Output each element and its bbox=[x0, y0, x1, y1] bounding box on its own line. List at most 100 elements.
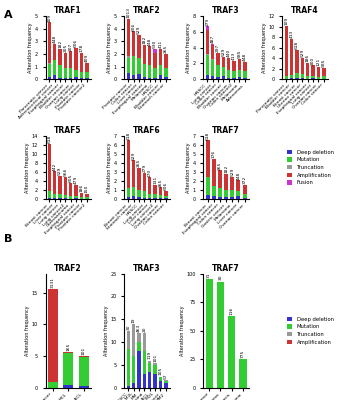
Bar bbox=[137, 197, 141, 199]
Bar bbox=[63, 385, 73, 388]
Text: B: B bbox=[4, 234, 12, 244]
Bar bbox=[58, 198, 62, 199]
Text: 529: 529 bbox=[221, 48, 225, 56]
Bar bbox=[153, 363, 157, 365]
Text: 487: 487 bbox=[211, 35, 215, 43]
Text: 165: 165 bbox=[66, 342, 70, 351]
Text: 529: 529 bbox=[230, 168, 234, 176]
Text: 529: 529 bbox=[132, 151, 136, 160]
Bar bbox=[159, 198, 162, 199]
Bar bbox=[53, 198, 56, 199]
Bar bbox=[317, 76, 320, 79]
Bar bbox=[64, 195, 67, 198]
Bar bbox=[242, 194, 246, 198]
Bar bbox=[317, 67, 320, 76]
Bar bbox=[69, 78, 72, 79]
Text: 530: 530 bbox=[153, 40, 157, 48]
Bar bbox=[85, 197, 88, 199]
Text: 265: 265 bbox=[137, 158, 141, 167]
Bar bbox=[236, 180, 240, 191]
Bar bbox=[232, 61, 236, 71]
Bar bbox=[216, 77, 220, 79]
Bar bbox=[63, 353, 73, 385]
Bar bbox=[85, 72, 88, 78]
Title: TRAF4: TRAF4 bbox=[291, 6, 319, 15]
Bar bbox=[206, 195, 210, 199]
Bar bbox=[211, 60, 214, 76]
Text: 606: 606 bbox=[164, 182, 168, 190]
Text: A: A bbox=[4, 10, 12, 20]
Bar bbox=[48, 63, 51, 64]
Bar bbox=[143, 45, 146, 64]
Bar bbox=[211, 44, 214, 45]
Bar bbox=[148, 194, 151, 198]
Y-axis label: Alteration frequency: Alteration frequency bbox=[25, 306, 30, 356]
Bar bbox=[212, 158, 216, 186]
Title: TRAF3: TRAF3 bbox=[212, 6, 240, 15]
Text: 119: 119 bbox=[148, 351, 152, 359]
Bar bbox=[285, 76, 288, 79]
Bar bbox=[143, 374, 146, 388]
Bar bbox=[137, 168, 141, 190]
Bar bbox=[216, 53, 220, 65]
Bar bbox=[48, 64, 51, 77]
Bar bbox=[48, 77, 51, 79]
Bar bbox=[74, 77, 78, 79]
Bar bbox=[228, 316, 235, 388]
Bar bbox=[64, 176, 67, 195]
Bar bbox=[48, 382, 58, 388]
Text: 182: 182 bbox=[142, 36, 146, 44]
Text: 30: 30 bbox=[126, 324, 130, 330]
Text: 109: 109 bbox=[284, 17, 288, 25]
Bar bbox=[218, 197, 222, 199]
Bar bbox=[79, 356, 88, 358]
Text: 585: 585 bbox=[237, 50, 241, 58]
Bar bbox=[127, 386, 130, 388]
Bar bbox=[295, 78, 299, 79]
Text: 618: 618 bbox=[206, 132, 210, 140]
Bar bbox=[127, 73, 130, 79]
Bar bbox=[79, 358, 88, 386]
Text: 529: 529 bbox=[58, 167, 62, 175]
Text: 57: 57 bbox=[164, 374, 168, 379]
Text: 182: 182 bbox=[224, 165, 228, 173]
Text: 105: 105 bbox=[158, 367, 162, 376]
Legend: Deep deletion, Mutation, Truncation, Amplification, Fusion: Deep deletion, Mutation, Truncation, Amp… bbox=[285, 148, 336, 188]
Y-axis label: Alteration frequency: Alteration frequency bbox=[25, 142, 30, 193]
Title: TRAF1: TRAF1 bbox=[54, 6, 82, 15]
Bar bbox=[64, 68, 67, 78]
Bar bbox=[132, 160, 135, 188]
Bar bbox=[218, 170, 222, 188]
Bar bbox=[148, 363, 151, 372]
Bar bbox=[159, 195, 162, 198]
Text: 265: 265 bbox=[158, 178, 162, 187]
Bar bbox=[148, 360, 151, 363]
Bar bbox=[69, 196, 72, 199]
Title: TRAF6: TRAF6 bbox=[133, 126, 161, 135]
Bar bbox=[290, 39, 293, 76]
Text: 109: 109 bbox=[47, 14, 51, 22]
Bar bbox=[211, 45, 214, 60]
Bar bbox=[64, 78, 67, 79]
Bar bbox=[53, 44, 56, 60]
Bar bbox=[206, 176, 210, 195]
Text: 618: 618 bbox=[295, 41, 299, 49]
Bar bbox=[206, 279, 213, 388]
Bar bbox=[206, 56, 209, 75]
Bar bbox=[322, 76, 325, 79]
Bar bbox=[53, 60, 56, 75]
Bar bbox=[53, 194, 56, 198]
Bar bbox=[153, 365, 157, 374]
Bar bbox=[48, 144, 51, 191]
Bar bbox=[69, 183, 72, 196]
Text: 131: 131 bbox=[153, 176, 157, 184]
Bar bbox=[159, 376, 162, 378]
Text: 121: 121 bbox=[316, 58, 320, 66]
Bar bbox=[148, 198, 151, 199]
Bar bbox=[206, 140, 210, 176]
Bar bbox=[132, 324, 135, 356]
Bar bbox=[64, 53, 67, 68]
Bar bbox=[132, 75, 135, 79]
Bar bbox=[80, 193, 83, 197]
Bar bbox=[48, 198, 51, 199]
